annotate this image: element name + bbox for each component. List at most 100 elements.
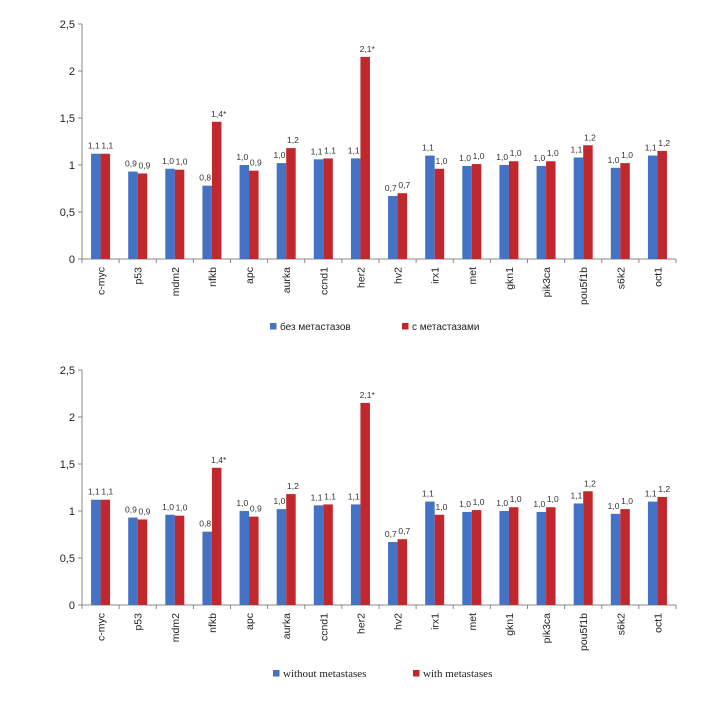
data-label: 1,0 xyxy=(162,502,174,512)
bar-series1-pik3ca xyxy=(536,165,547,259)
bar-series1-irx1 xyxy=(425,155,435,259)
bar-series1-apc xyxy=(239,511,250,605)
bar-series1-aurka xyxy=(276,509,287,605)
category-label: met xyxy=(467,613,479,631)
data-label: 1,2 xyxy=(287,135,299,145)
bar-series1-pou5f1b xyxy=(573,503,584,605)
bar-series1-mdm2 xyxy=(165,514,175,605)
data-label: 1,1 xyxy=(88,141,100,151)
data-label: 0,8 xyxy=(199,519,211,529)
data-label: 1,1 xyxy=(571,144,583,154)
data-label: 1,2 xyxy=(658,138,670,148)
y-tick-label: 1,5 xyxy=(60,113,75,125)
legend-swatch xyxy=(270,323,277,330)
bar-series1-hv2 xyxy=(388,542,398,605)
bar-series2-pik3ca xyxy=(546,507,556,605)
data-label: 1,1 xyxy=(645,143,657,153)
data-label: 1,0 xyxy=(176,503,188,513)
data-label: 0,9 xyxy=(139,506,151,516)
bar-series1-aurka xyxy=(276,163,287,259)
legend-swatch xyxy=(273,670,280,677)
bar-series2-s6k2 xyxy=(620,163,630,259)
bar-series2-met xyxy=(471,510,482,605)
data-label: 1,0 xyxy=(436,156,448,166)
data-label: 1,0 xyxy=(608,155,620,165)
bar-series2-irx1 xyxy=(434,168,445,259)
bar-series1-gkn1 xyxy=(499,511,509,605)
data-label: 1,0 xyxy=(436,502,448,512)
bar-series1-met xyxy=(462,165,472,259)
y-tick-label: 2 xyxy=(69,412,75,424)
bar-series1-her2 xyxy=(350,504,361,605)
bar-series2-mdm2 xyxy=(174,169,185,259)
bar-series1-c-myc xyxy=(91,499,101,605)
y-tick-label: 0,5 xyxy=(60,207,75,219)
category-label: aurka xyxy=(281,267,293,293)
data-label: 1,1 xyxy=(348,145,360,155)
legend-swatch xyxy=(402,323,409,330)
data-label: 1,1 xyxy=(88,487,100,497)
y-tick-label: 1 xyxy=(69,160,75,172)
bar-series2-c-myc xyxy=(100,499,111,605)
bar-series2-ccnd1 xyxy=(323,158,333,259)
data-label: 1,2 xyxy=(584,132,596,142)
category-label: ccnd1 xyxy=(318,613,330,641)
bar-series2-c-myc xyxy=(100,153,111,259)
data-label: 1,0 xyxy=(547,148,559,158)
category-label: apc xyxy=(244,267,256,284)
category-label: hv2 xyxy=(393,267,405,284)
data-label: 0,7 xyxy=(385,183,397,193)
bar-series1-ccnd1 xyxy=(313,159,324,259)
bar-series1-gkn1 xyxy=(499,165,509,259)
data-label: 0,9 xyxy=(250,504,262,514)
bar-series2-oct1 xyxy=(657,496,667,605)
category-label: hv2 xyxy=(393,613,405,630)
legend-label: without metastases xyxy=(283,668,366,680)
bar-series2-ccnd1 xyxy=(323,504,333,605)
data-label: 1,0 xyxy=(510,148,522,158)
category-label: c-myc xyxy=(96,613,108,641)
bar-series2-gkn1 xyxy=(508,507,519,605)
bar-series2-nfkb xyxy=(211,467,222,605)
bar-series2-s6k2 xyxy=(620,509,630,605)
data-label: 2,1* xyxy=(360,390,376,400)
data-label: 1,0 xyxy=(621,496,633,506)
category-label: irx1 xyxy=(430,267,442,284)
bar-series1-irx1 xyxy=(425,501,435,605)
category-label: gkn1 xyxy=(504,267,516,290)
bar-series2-met xyxy=(471,164,482,259)
bar-series2-aurka xyxy=(286,148,296,259)
bar-series1-nfkb xyxy=(202,185,212,259)
bar-series2-aurka xyxy=(286,494,296,605)
bar-series2-pik3ca xyxy=(546,161,556,259)
category-label: met xyxy=(467,267,479,285)
data-label: 1,0 xyxy=(274,496,286,506)
category-label: ccnd1 xyxy=(318,267,330,295)
bar-series2-hv2 xyxy=(397,539,408,605)
data-label: 1,1 xyxy=(571,490,583,500)
data-label: 1,0 xyxy=(496,498,508,508)
data-label: 1,0 xyxy=(496,152,508,162)
data-label: 1,1 xyxy=(101,141,113,151)
category-label: gkn1 xyxy=(504,613,516,636)
data-label: 1,0 xyxy=(162,156,174,166)
category-label: oct1 xyxy=(652,613,664,633)
data-label: 1,4* xyxy=(211,109,227,119)
data-label: 1,0 xyxy=(533,153,545,163)
bar-series1-ccnd1 xyxy=(313,505,324,605)
bar-series1-c-myc xyxy=(91,153,101,259)
bar-series2-hv2 xyxy=(397,193,408,259)
legend-label: с метастазами xyxy=(412,322,479,333)
data-label: 0,7 xyxy=(398,526,410,536)
data-label: 1,1 xyxy=(422,143,434,153)
bar-series1-p53 xyxy=(128,171,138,259)
bar-series1-her2 xyxy=(350,158,361,259)
category-label: her2 xyxy=(355,613,367,634)
data-label: 1,0 xyxy=(473,151,485,161)
bar-series2-oct1 xyxy=(657,150,667,259)
bar-series1-hv2 xyxy=(388,196,398,259)
data-label: 0,7 xyxy=(385,529,397,539)
bar-series1-mdm2 xyxy=(165,168,175,259)
bar-series1-s6k2 xyxy=(610,513,621,605)
